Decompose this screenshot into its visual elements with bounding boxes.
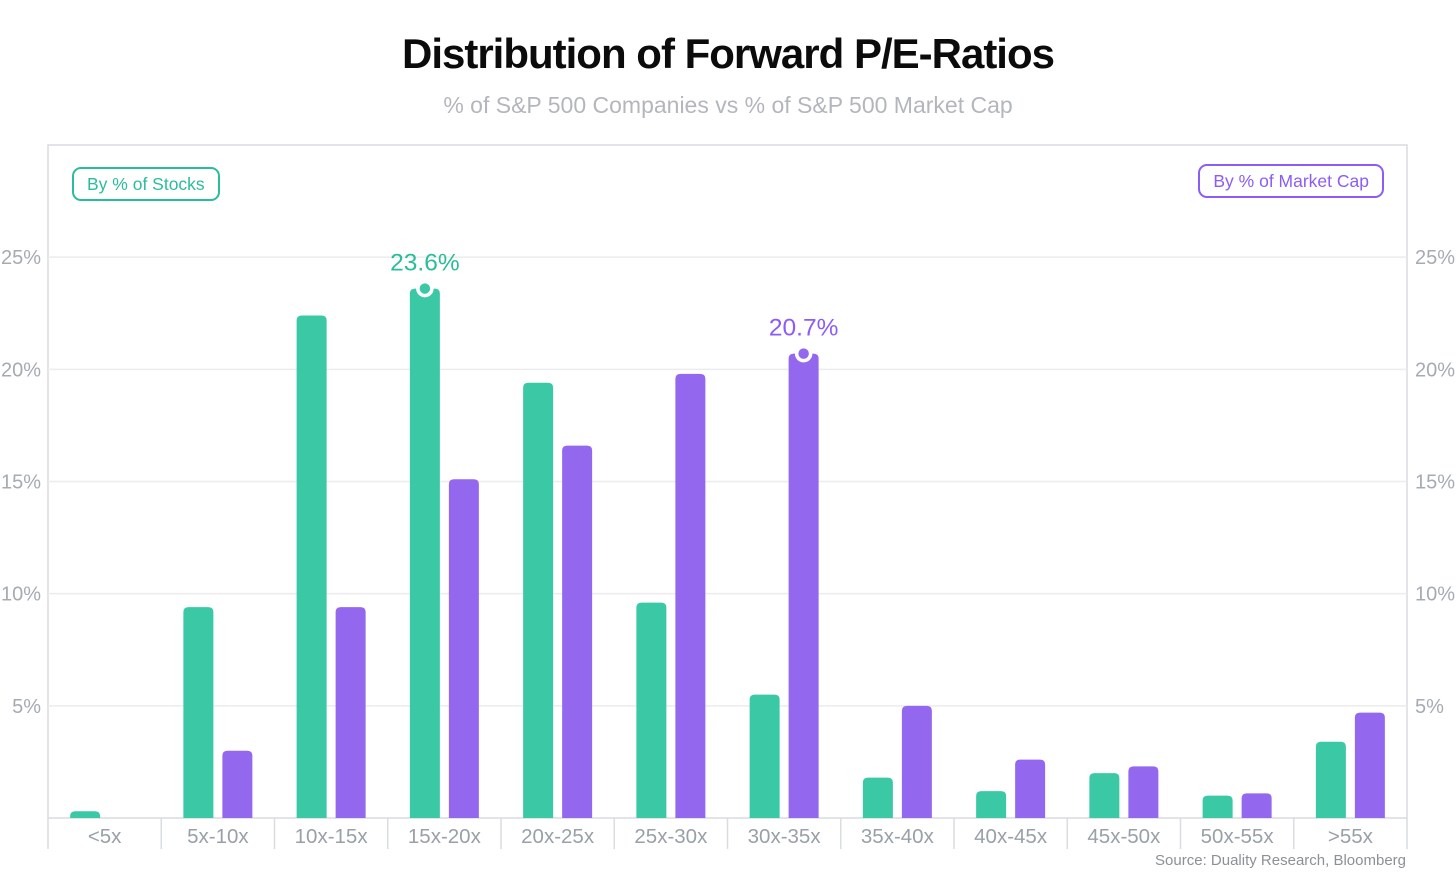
y-axis-label-right-15: 15%: [1415, 472, 1455, 494]
bar-market-cap-5x-10x: [222, 750, 253, 818]
y-axis-label-left-5: 5%: [12, 696, 41, 718]
bar-market-cap->55x: [1354, 712, 1385, 818]
y-axis-label-right-5: 5%: [1415, 696, 1444, 718]
annotation-label-23.6%: 23.6%: [390, 250, 459, 277]
y-axis-label-left-10: 10%: [1, 584, 41, 606]
bar-stocks-5x-10x: [183, 607, 214, 818]
x-axis-label-2: 10x-15x: [295, 825, 369, 848]
bar-stocks-<5x: [70, 811, 101, 818]
bar-stocks-40x-45x: [976, 791, 1007, 818]
bar-market-cap-50x-55x: [1241, 793, 1272, 818]
bar-stocks-35x-40x: [862, 777, 893, 818]
bar-market-cap-20x-25x: [562, 445, 593, 818]
x-axis-label-4: 20x-25x: [521, 825, 595, 848]
annotation-marker-20.7%: [794, 344, 813, 363]
y-axis-label-left-20: 20%: [1, 359, 41, 381]
y-axis-label-right-10: 10%: [1415, 584, 1455, 606]
x-axis-label-8: 40x-45x: [974, 825, 1048, 848]
bar-market-cap-25x-30x: [675, 373, 706, 818]
y-axis-label-left-15: 15%: [1, 472, 41, 494]
y-axis-label-right-20: 20%: [1415, 359, 1455, 381]
bar-stocks-20x-25x: [523, 382, 554, 818]
bar-stocks-30x-35x: [749, 694, 780, 818]
bar-market-cap-45x-50x: [1128, 766, 1159, 818]
legend-badge-market-cap[interactable]: By % of Market Cap: [1198, 164, 1384, 198]
x-axis-label-3: 15x-20x: [408, 825, 482, 848]
x-axis-label-7: 35x-40x: [861, 825, 935, 848]
bar-stocks-50x-55x: [1202, 795, 1233, 818]
annotation-marker-23.6%: [416, 279, 434, 298]
x-axis-label-10: 50x-55x: [1201, 825, 1275, 848]
bar-market-cap-10x-15x: [335, 607, 366, 818]
x-axis-label-6: 30x-35x: [748, 825, 822, 848]
x-axis-label-1: 5x-10x: [187, 825, 249, 848]
y-axis-label-left-25: 25%: [1, 247, 41, 269]
bar-stocks-10x-15x: [296, 315, 327, 818]
bar-market-cap-35x-40x: [901, 705, 932, 818]
x-axis-label-0: <5x: [88, 825, 122, 848]
y-axis-label-right-25: 25%: [1415, 247, 1455, 269]
x-axis-label-11: >55x: [1328, 825, 1374, 848]
x-axis-label-9: 45x-50x: [1087, 825, 1161, 848]
bar-stocks-45x-50x: [1089, 773, 1120, 818]
bar-stocks-25x-30x: [636, 602, 667, 818]
bar-market-cap-15x-20x: [448, 479, 479, 818]
bar-stocks->55x: [1315, 741, 1346, 818]
bar-market-cap-30x-35x: [788, 353, 819, 818]
chart-title: Distribution of Forward P/E-Ratios: [401, 30, 1055, 77]
annotation-label-20.7%: 20.7%: [769, 315, 838, 342]
legend-badge-stocks[interactable]: By % of Stocks: [72, 167, 220, 201]
x-axis-label-5: 25x-30x: [634, 825, 708, 848]
bar-stocks-15x-20x: [409, 288, 440, 818]
chart-subtitle: % of S&P 500 Companies vs % of S&P 500 M…: [443, 92, 1013, 118]
source-note: Source: Duality Research, Bloomberg: [1155, 852, 1406, 869]
bar-market-cap-40x-45x: [1015, 759, 1046, 818]
